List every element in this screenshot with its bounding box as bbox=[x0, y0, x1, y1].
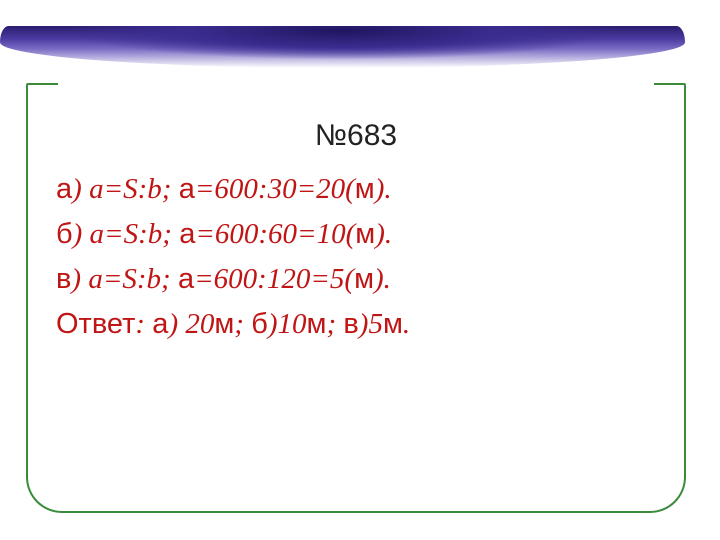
answer-end: . bbox=[403, 308, 410, 340]
line-v-var: а bbox=[178, 263, 194, 295]
line-a-unit: м bbox=[355, 173, 375, 205]
line-v-unit: м bbox=[354, 263, 374, 295]
answer-b-semi: ; bbox=[326, 308, 343, 340]
line-a: а) a=S:b; а=600:30=20(м). bbox=[56, 167, 656, 212]
answer-a-semi: ; bbox=[234, 308, 251, 340]
line-v-paren: ) bbox=[71, 263, 88, 295]
answer-a-par: ) bbox=[168, 308, 185, 340]
line-a-calc: =600:30=20( bbox=[195, 173, 355, 205]
line-b-unit: м bbox=[355, 218, 375, 250]
answer-line: Ответ: а) 20м; б)10м; в)5м. bbox=[56, 302, 656, 347]
answer-label: Ответ bbox=[56, 308, 135, 340]
answer-a-unit: м bbox=[214, 308, 234, 340]
line-v-formula: a=S:b; bbox=[88, 263, 178, 295]
answer-v-val: 5 bbox=[368, 308, 383, 340]
line-b-paren: ) bbox=[73, 218, 90, 250]
content-frame: №683 а) a=S:b; а=600:30=20(м). б) a=S:b;… bbox=[26, 85, 686, 513]
line-b-var: а bbox=[179, 218, 195, 250]
decorative-purple-bar bbox=[0, 26, 685, 68]
answer-a-lbl: а bbox=[152, 308, 168, 340]
line-a-formula: a=S:b; bbox=[89, 173, 179, 205]
answer-a-val: 20 bbox=[185, 308, 214, 340]
answer-b-val: 10 bbox=[278, 308, 307, 340]
answer-sep1: : bbox=[135, 308, 152, 340]
line-b-calc: =600:60=10( bbox=[195, 218, 355, 250]
answer-v-lbl: в bbox=[343, 308, 358, 340]
line-b-formula: a=S:b; bbox=[90, 218, 180, 250]
answer-b-unit: м bbox=[307, 308, 327, 340]
line-a-paren: ) bbox=[72, 173, 89, 205]
line-a-var: а bbox=[179, 173, 195, 205]
line-v-close: ). bbox=[374, 263, 391, 295]
line-v-label: в bbox=[56, 263, 71, 295]
line-a-label: а bbox=[56, 173, 72, 205]
line-v-calc: =600:120=5( bbox=[194, 263, 354, 295]
problem-title: №683 bbox=[56, 119, 656, 153]
line-b-label: б bbox=[56, 218, 73, 250]
answer-b-lbl: б bbox=[251, 308, 268, 340]
answer-v-par: ) bbox=[359, 308, 369, 340]
line-b-close: ). bbox=[375, 218, 392, 250]
line-b: б) a=S:b; а=600:60=10(м). bbox=[56, 212, 656, 257]
answer-v-unit: м bbox=[383, 308, 403, 340]
line-v: в) a=S:b; а=600:120=5(м). bbox=[56, 257, 656, 302]
answer-b-par: ) bbox=[268, 308, 278, 340]
line-a-close: ). bbox=[375, 173, 392, 205]
